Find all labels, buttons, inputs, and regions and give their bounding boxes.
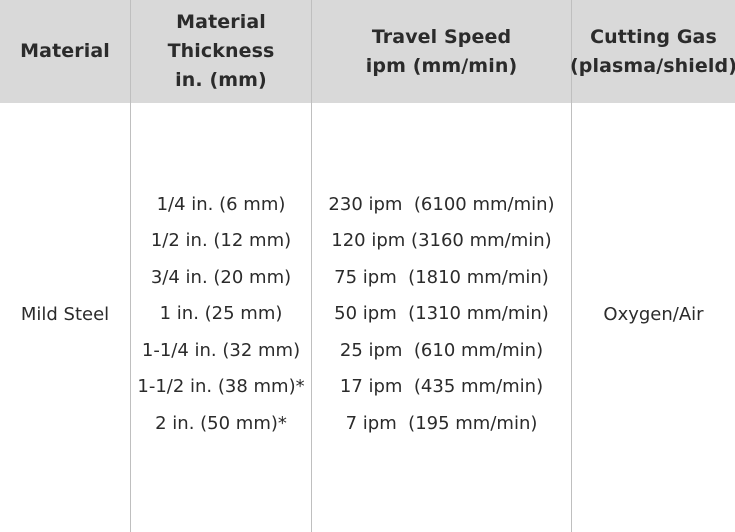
header-material-line: Material [20, 40, 110, 62]
header-thickness-line: Material [176, 11, 266, 33]
header-gas-line: (plasma/shield) [569, 54, 735, 77]
speed-value: 50 ipm (1310 mm/min) [334, 303, 549, 325]
table-header [0, 0, 735, 103]
header-thickness-line: Thickness [167, 40, 275, 62]
header-cutting-gas: Cutting Gas (plasma/shield) [569, 0, 735, 103]
speed-value: 75 ipm (1810 mm/min) [334, 266, 549, 288]
header-speed-line: Travel Speed [371, 25, 512, 48]
material-value: Mild Steel [20, 304, 110, 325]
header-gas-line: Cutting Gas [590, 25, 717, 48]
column-divider [311, 0, 312, 532]
speed-value: 17 ipm (435 mm/min) [339, 376, 544, 398]
thickness-value: 1 in. (25 mm) [159, 303, 283, 325]
speed-value: 120 ipm (3160 mm/min) [331, 230, 552, 252]
speed-value: 25 ipm (610 mm/min) [339, 339, 544, 361]
column-divider [130, 0, 131, 532]
cell-thickness: 1/4 in. (6 mm) 1/2 in. (12 mm) 3/4 in. (… [131, 103, 311, 532]
header-thickness-line: in. (mm) [175, 69, 267, 91]
cell-material: Mild Steel [0, 103, 130, 532]
cell-travel-speed: 230 ipm (6100 mm/min) 120 ipm (3160 mm/m… [312, 103, 571, 532]
thickness-value: 1-1/4 in. (32 mm) [141, 339, 301, 361]
thickness-value: 3/4 in. (20 mm) [150, 266, 292, 288]
header-material: Material [0, 0, 130, 103]
thickness-value: 1/4 in. (6 mm) [156, 193, 286, 215]
speed-value: 7 ipm (195 mm/min) [345, 412, 538, 434]
gas-value: Oxygen/Air [603, 304, 704, 325]
header-thickness: Material Thickness in. (mm) [131, 0, 311, 103]
thickness-value: 2 in. (50 mm)* [155, 412, 287, 434]
header-travel-speed: Travel Speed ipm (mm/min) [312, 0, 571, 103]
thickness-value: 1/2 in. (12 mm) [150, 230, 292, 252]
speed-value: 230 ipm (6100 mm/min) [328, 193, 555, 215]
thickness-value: 1-1/2 in. (38 mm)* [137, 376, 305, 398]
cell-cutting-gas: Oxygen/Air [572, 103, 735, 532]
column-divider [571, 0, 572, 532]
header-speed-line: ipm (mm/min) [365, 54, 518, 77]
